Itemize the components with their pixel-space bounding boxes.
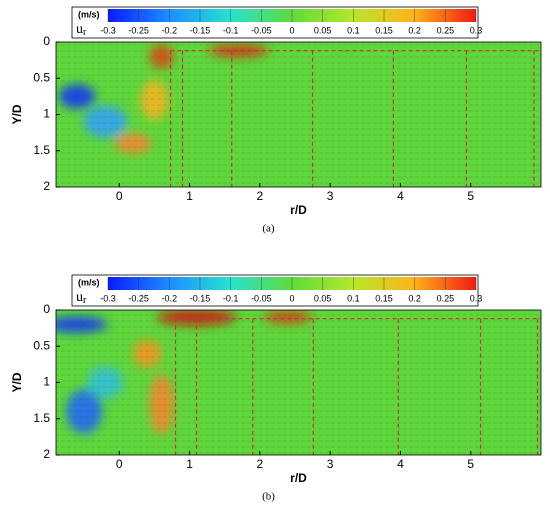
colorbar-label-sub: r [83,295,87,306]
x-tick-label: 4 [397,457,404,471]
colorbar-tick-label: -0.25 [128,293,149,303]
colorbar-tick-label: -0.15 [190,293,211,303]
colorbar-tick-label: 0.05 [314,25,332,35]
caption: (a) [262,223,275,235]
colorbar-tick-label: -0.25 [128,25,149,35]
x-tick-label: 0 [116,189,123,203]
field [56,310,541,455]
x-tick-label: 2 [256,189,263,203]
y-tick-label: 2 [43,179,50,193]
colorbar-tick-label: -0.3 [100,25,116,35]
colorbar-tick-label: -0.3 [100,293,116,303]
colorbar-tick-label: 0 [289,25,294,35]
x-tick-label: 3 [327,189,334,203]
y-axis-label: Y/D [10,104,24,124]
colorbar-label-main: u [76,22,83,37]
colorbar-tick-label: -0.15 [190,25,211,35]
colorbar-tick-label: 0.2 [408,293,421,303]
panel: 0 0.5 1 1.5 2 0 1 2 3 4 5 r/D Y/D (b) -0.3 -0.25 -0.2 -0.… [10,274,542,503]
x-tick-label: 5 [467,189,474,203]
y-tick-label: 1.5 [33,143,50,157]
colorbar-tick-label: -0.05 [251,25,272,35]
colorbar-tick-label: -0.1 [223,25,239,35]
colorbar-tick-label: 0.1 [347,293,360,303]
colorbar-tick-label: -0.2 [162,293,178,303]
colorbar-label-main: u [76,290,83,305]
x-tick-label: 2 [256,457,263,471]
y-tick-label: 1.5 [33,411,50,425]
colorbar-tick-label: 0.25 [437,25,455,35]
caption: (b) [262,491,275,503]
colorbar-tick-label: 0.15 [375,293,393,303]
x-axis-label: r/D [290,471,307,485]
y-tick-label: 0 [43,34,50,48]
colorbar-tick-label: 0 [289,293,294,303]
colorbar-unit: (m/s) [78,277,100,287]
y-tick-label: 0.5 [33,338,50,352]
colorbar-tick-label: -0.1 [223,293,239,303]
y-tick-label: 0 [43,302,50,316]
x-tick-label: 0 [116,457,123,471]
x-tick-label: 5 [467,457,474,471]
colorbar-tick-label: 0.2 [408,25,421,35]
panel: 0 0.5 1 1.5 2 0 1 2 3 4 5 r/D Y/D (a) -0.3 -0.25 -0.2 -0.… [10,6,542,235]
colorbar-tick-label: 0.05 [314,293,332,303]
colorbar-tick-label: 0.3 [470,25,483,35]
y-tick-label: 0.5 [33,70,50,84]
x-axis-label: r/D [290,203,307,217]
field [56,42,541,187]
colorbar-tick-label: -0.05 [251,293,272,303]
colorbar-unit: (m/s) [78,9,100,19]
y-tick-label: 2 [43,447,50,461]
colorbar-label: ur [76,22,87,38]
y-axis-label: Y/D [10,372,24,392]
colorbar-tick-label: 0.25 [437,293,455,303]
x-tick-label: 1 [186,189,193,203]
x-tick-label: 3 [327,457,334,471]
vectors [56,310,541,455]
colorbar-tick-label: -0.2 [162,25,178,35]
colorbar-tick-label: 0.1 [347,25,360,35]
vectors [56,42,541,187]
colorbar-label: ur [76,290,87,306]
y-tick-label: 1 [43,107,50,121]
y-tick-label: 1 [43,375,50,389]
x-tick-label: 4 [397,189,404,203]
colorbar-label-sub: r [83,27,87,38]
colorbar-tick-label: 0.3 [470,293,483,303]
x-tick-label: 1 [186,457,193,471]
colorbar-tick-label: 0.15 [375,25,393,35]
